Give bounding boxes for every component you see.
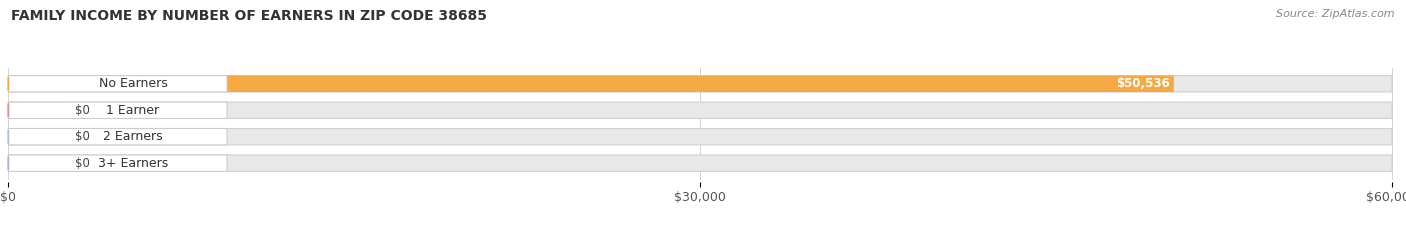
FancyBboxPatch shape (8, 102, 226, 118)
Text: 1 Earner: 1 Earner (107, 104, 160, 117)
Text: $0: $0 (75, 130, 90, 143)
FancyBboxPatch shape (8, 75, 1174, 92)
FancyBboxPatch shape (8, 75, 226, 92)
Text: Source: ZipAtlas.com: Source: ZipAtlas.com (1277, 9, 1395, 19)
Text: No Earners: No Earners (98, 77, 167, 90)
Text: $0: $0 (75, 157, 90, 170)
Text: 2 Earners: 2 Earners (103, 130, 163, 143)
FancyBboxPatch shape (8, 75, 1392, 92)
FancyBboxPatch shape (8, 155, 226, 171)
FancyBboxPatch shape (8, 102, 1392, 118)
Text: 3+ Earners: 3+ Earners (98, 157, 169, 170)
Text: FAMILY INCOME BY NUMBER OF EARNERS IN ZIP CODE 38685: FAMILY INCOME BY NUMBER OF EARNERS IN ZI… (11, 9, 488, 23)
FancyBboxPatch shape (8, 102, 63, 118)
Text: $0: $0 (75, 104, 90, 117)
FancyBboxPatch shape (8, 155, 1392, 171)
FancyBboxPatch shape (8, 129, 226, 145)
Text: $50,536: $50,536 (1116, 77, 1170, 90)
FancyBboxPatch shape (8, 155, 63, 171)
FancyBboxPatch shape (8, 129, 1392, 145)
FancyBboxPatch shape (8, 129, 63, 145)
